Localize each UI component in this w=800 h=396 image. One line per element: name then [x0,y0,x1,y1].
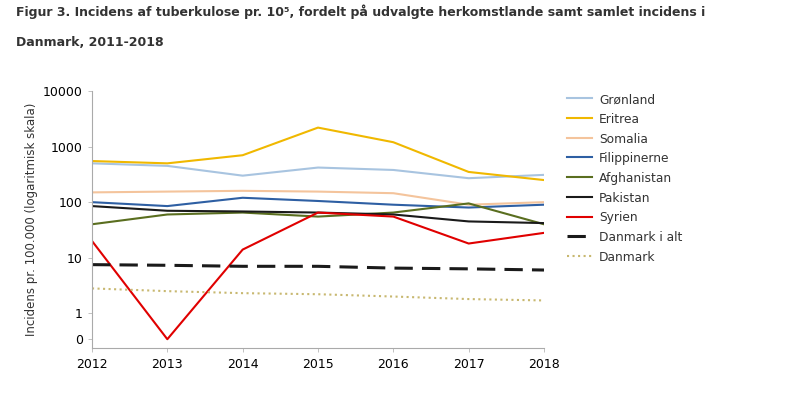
Pakistan [314,210,323,215]
Filippinerne [162,204,172,208]
Line: Grønland: Grønland [92,163,544,178]
Grønland [389,168,398,172]
Line: Somalia: Somalia [92,191,544,205]
Grønland [314,165,323,170]
Somalia [162,189,172,194]
Somalia [238,188,247,193]
Somalia [464,202,474,207]
Pakistan [539,221,549,225]
Eritrea [464,169,474,174]
Danmark [464,297,474,301]
Legend: Grønland, Eritrea, Somalia, Filippinerne, Afghanistan, Pakistan, Syrien, Danmark: Grønland, Eritrea, Somalia, Filippinerne… [564,89,686,268]
Text: Danmark, 2011-2018: Danmark, 2011-2018 [16,36,164,49]
Danmark [539,298,549,303]
Danmark [389,294,398,299]
Syrien [389,214,398,219]
Line: Pakistan: Pakistan [92,206,544,223]
Filippinerne [464,205,474,210]
Afghanistan [464,201,474,206]
Grønland [464,176,474,181]
Eritrea [87,159,97,164]
Danmark i alt [162,263,172,268]
Grønland [238,173,247,178]
Filippinerne [314,199,323,204]
Afghanistan [162,212,172,217]
Syrien [464,241,474,246]
Danmark [87,286,97,291]
Syrien [238,247,247,252]
Text: Figur 3. Incidens af tuberkulose pr. 10⁵, fordelt på udvalgte herkomstlande samt: Figur 3. Incidens af tuberkulose pr. 10⁵… [16,4,706,19]
Line: Afghanistan: Afghanistan [92,204,544,224]
Pakistan [389,212,398,217]
Somalia [87,190,97,195]
Eritrea [162,161,172,166]
Syrien [539,230,549,235]
Somalia [314,189,323,194]
Eritrea [238,153,247,158]
Line: Filippinerne: Filippinerne [92,198,544,208]
Afghanistan [238,210,247,215]
Danmark i alt [389,266,398,270]
Afghanistan [539,222,549,227]
Filippinerne [539,202,549,207]
Line: Danmark: Danmark [92,288,544,301]
Line: Eritrea: Eritrea [92,128,544,180]
Eritrea [539,178,549,183]
Filippinerne [87,200,97,205]
Syrien [87,239,97,244]
Eritrea [389,140,398,145]
Danmark [162,289,172,293]
Syrien [314,210,323,215]
Grønland [87,161,97,166]
Afghanistan [87,222,97,227]
Danmark [238,291,247,295]
Syrien [162,337,172,342]
Danmark i alt [539,268,549,272]
Grønland [162,164,172,168]
Grønland [539,173,549,177]
Danmark i alt [87,262,97,267]
Somalia [539,200,549,205]
Danmark i alt [314,264,323,268]
Eritrea [314,125,323,130]
Filippinerne [238,195,247,200]
Somalia [389,191,398,196]
Line: Danmark i alt: Danmark i alt [92,265,544,270]
Filippinerne [389,202,398,207]
Pakistan [464,219,474,224]
Afghanistan [314,214,323,219]
Y-axis label: Incidens pr. 100.000 (logaritmisk skala): Incidens pr. 100.000 (logaritmisk skala) [25,103,38,337]
Pakistan [162,208,172,213]
Afghanistan [389,210,398,215]
Pakistan [87,204,97,208]
Danmark i alt [238,264,247,268]
Danmark i alt [464,267,474,271]
Danmark [314,292,323,297]
Pakistan [238,209,247,214]
Line: Syrien: Syrien [92,213,544,339]
